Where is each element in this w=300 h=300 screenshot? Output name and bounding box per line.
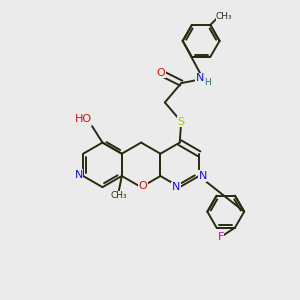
Text: CH₃: CH₃ <box>216 11 232 20</box>
Text: O: O <box>138 181 147 191</box>
Text: H: H <box>205 78 211 87</box>
Text: N: N <box>195 73 204 83</box>
Text: F: F <box>218 232 224 242</box>
Text: HO: HO <box>75 114 92 124</box>
Text: S: S <box>178 117 185 127</box>
Text: N: N <box>198 171 207 181</box>
Text: CH₃: CH₃ <box>110 191 127 200</box>
Text: N: N <box>75 169 83 179</box>
Text: O: O <box>157 68 165 78</box>
Text: N: N <box>172 182 180 192</box>
